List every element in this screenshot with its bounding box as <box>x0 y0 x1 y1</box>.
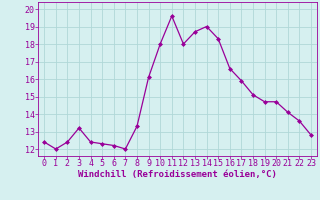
X-axis label: Windchill (Refroidissement éolien,°C): Windchill (Refroidissement éolien,°C) <box>78 170 277 179</box>
